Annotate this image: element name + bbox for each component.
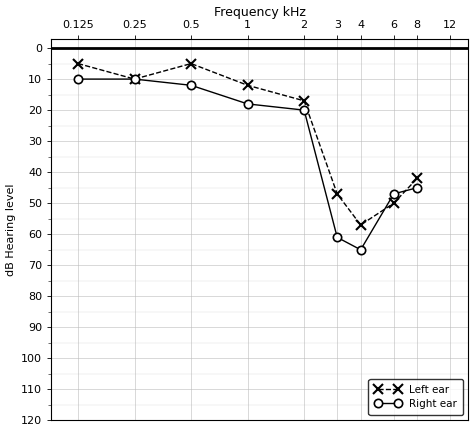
- Line: Left ear: Left ear: [73, 59, 422, 230]
- Legend: Left ear, Right ear: Left ear, Right ear: [368, 378, 463, 415]
- Right ear: [391, 191, 397, 197]
- Left ear: [391, 200, 397, 206]
- Left ear: [301, 98, 307, 103]
- Right ear: [245, 102, 250, 107]
- Left ear: [188, 61, 194, 66]
- Y-axis label: dB Hearing level: dB Hearing level: [6, 183, 16, 276]
- Line: Right ear: Right ear: [74, 75, 421, 254]
- Left ear: [245, 83, 250, 88]
- Left ear: [334, 191, 340, 197]
- Left ear: [75, 61, 81, 66]
- Right ear: [75, 76, 81, 82]
- X-axis label: Frequency kHz: Frequency kHz: [214, 6, 306, 19]
- Right ear: [188, 83, 194, 88]
- Right ear: [334, 235, 340, 240]
- Left ear: [414, 176, 420, 181]
- Right ear: [301, 108, 307, 113]
- Right ear: [358, 247, 364, 252]
- Right ear: [132, 76, 137, 82]
- Left ear: [132, 76, 137, 82]
- Right ear: [414, 185, 420, 190]
- Left ear: [358, 222, 364, 228]
